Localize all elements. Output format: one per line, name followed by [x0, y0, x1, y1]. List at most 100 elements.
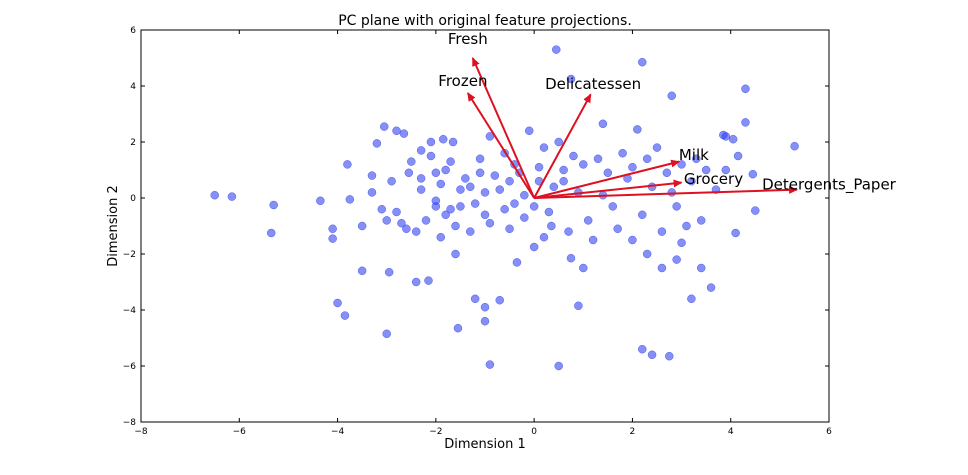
scatter-point: [665, 351, 674, 361]
scatter-point: [706, 283, 716, 292]
scatter-point: [687, 294, 696, 304]
scatter-point: [598, 119, 608, 129]
scatter-point: [446, 204, 455, 214]
scatter-point: [397, 218, 406, 228]
scatter-point: [552, 45, 561, 54]
scatter-point: [751, 206, 760, 215]
scatter-point: [564, 227, 573, 236]
scatter-point: [569, 151, 578, 161]
scatter-point: [367, 188, 377, 197]
scatter-point: [500, 204, 509, 214]
scatter-point: [451, 221, 460, 231]
scatter-point: [456, 185, 465, 194]
scatter-point: [549, 182, 559, 192]
feature-arrow-label: Delicatessen: [545, 75, 641, 93]
feature-arrow: [534, 185, 799, 199]
y-axis: −8 −6 −4 −2 0 2 4 6: [123, 26, 829, 428]
scatter-points: [210, 45, 799, 371]
scatter-point: [461, 174, 470, 183]
scatter-point: [438, 134, 448, 144]
scatter-point: [721, 165, 731, 175]
scatter-point: [657, 227, 667, 236]
scatter-point: [377, 204, 387, 214]
plot-area-frame: [140, 29, 830, 423]
x-axis: −8 −6 −4 −2 0 2 4 6: [134, 30, 832, 437]
scatter-point: [431, 196, 441, 206]
scatter-point: [387, 176, 396, 186]
scatter-point: [529, 202, 539, 211]
scatter-point: [667, 188, 676, 197]
scatter-point: [426, 137, 436, 147]
scatter-point: [380, 122, 389, 131]
scatter-point: [382, 216, 391, 225]
scatter-point: [382, 329, 391, 339]
scatter-point: [534, 162, 544, 172]
scatter-point: [495, 185, 504, 194]
scatter-point: [583, 216, 593, 225]
scatter-point: [480, 316, 490, 326]
scatter-point: [495, 295, 504, 305]
scatter-point: [524, 126, 534, 136]
scatter-point: [266, 228, 276, 238]
scatter-point: [566, 253, 576, 263]
scatter-point: [404, 168, 414, 178]
scatter-point: [466, 227, 475, 236]
scatter-point: [269, 200, 278, 210]
scatter-point: [441, 165, 450, 175]
scatter-point: [416, 146, 426, 155]
scatter-point: [357, 266, 367, 276]
scatter-point: [372, 139, 382, 148]
scatter-point: [554, 361, 563, 371]
scatter-point: [618, 148, 627, 158]
scatter-point: [340, 311, 350, 320]
scatter-point: [608, 202, 618, 211]
scatter-point: [613, 224, 622, 234]
x-tick-label: −4: [331, 427, 345, 437]
scatter-point: [475, 154, 485, 164]
scatter-point: [588, 235, 598, 245]
scatter-point: [367, 171, 377, 180]
scatter-point: [642, 249, 652, 259]
scatter-point: [431, 168, 441, 178]
scatter-point: [480, 210, 490, 220]
scatter-point: [436, 179, 446, 189]
scatter-point: [579, 263, 588, 273]
x-axis-label: Dimension 1: [444, 437, 526, 452]
scatter-point: [554, 137, 563, 147]
y-axis-label: Dimension 2: [106, 185, 121, 267]
scatter-point: [480, 188, 490, 197]
scatter-point: [485, 360, 495, 369]
scatter-point: [505, 224, 514, 234]
y-tick-label: 4: [130, 82, 136, 92]
scatter-point: [480, 302, 490, 312]
feature-arrow-label: Frozen: [438, 72, 487, 90]
scatter-point: [741, 84, 750, 94]
scatter-point: [466, 182, 475, 192]
scatter-point: [733, 151, 743, 161]
scatter-point: [692, 154, 701, 164]
scatter-point: [520, 190, 529, 200]
feature-arrow-label: Grocery: [684, 170, 743, 188]
scatter-point: [512, 258, 522, 267]
scatter-point: [741, 118, 750, 127]
x-tick-label: 0: [531, 427, 537, 437]
scatter-point: [485, 132, 495, 141]
y-tick-label: −4: [123, 306, 137, 316]
scatter-point: [424, 276, 433, 285]
scatter-point: [539, 232, 549, 242]
scatter-point: [790, 141, 799, 151]
scatter-point: [411, 227, 421, 236]
scatter-point: [672, 202, 681, 211]
scatter-point: [728, 134, 738, 144]
scatter-point: [451, 249, 460, 259]
scatter-point: [603, 168, 613, 178]
x-tick-label: −2: [429, 427, 442, 437]
scatter-point: [426, 151, 436, 161]
scatter-point: [402, 224, 411, 234]
feature-arrow-label: Milk: [679, 146, 709, 164]
scatter-point: [672, 255, 681, 264]
scatter-point: [638, 57, 647, 67]
scatter-point: [470, 199, 480, 208]
scatter-point: [392, 207, 401, 217]
scatter-point: [638, 210, 647, 220]
